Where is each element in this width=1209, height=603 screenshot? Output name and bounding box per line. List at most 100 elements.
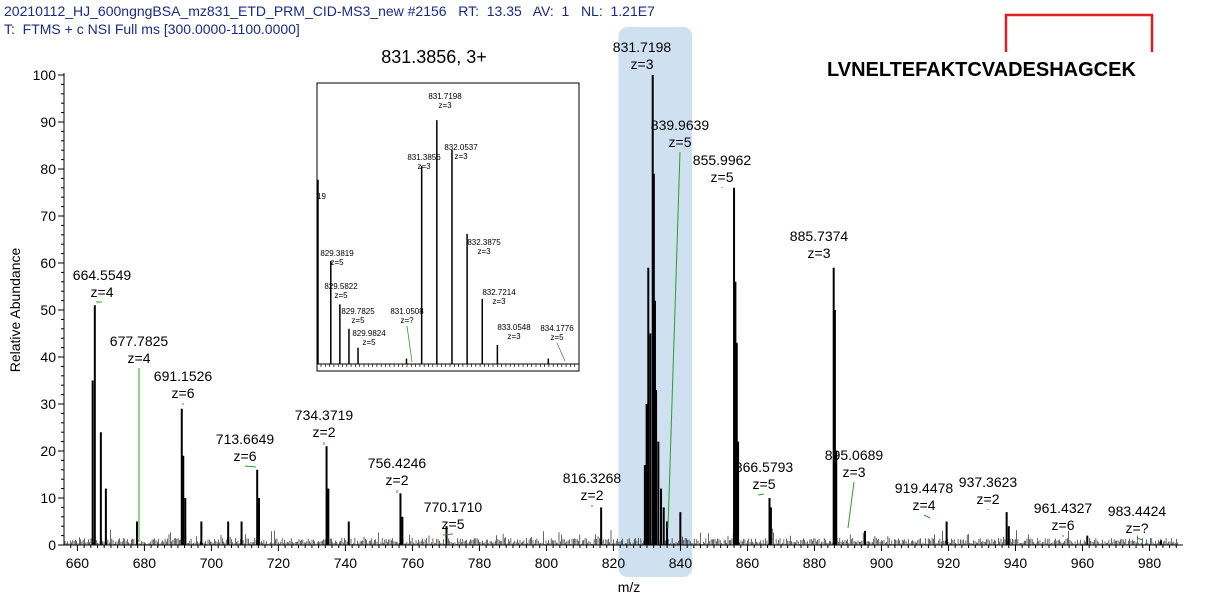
x-tick-label: 760 (401, 555, 425, 571)
inset-spectrum: 19831.7198z=3832.0537z=3831.3856z=3829.3… (316, 82, 580, 372)
peak-charge-label: z=5 (669, 134, 692, 150)
inset-charge-label: z=3 (492, 297, 506, 306)
peak-charge-label: z=5 (753, 476, 776, 492)
y-tick-label: 10 (40, 490, 56, 506)
inset-charge-label: z=5 (362, 338, 376, 347)
y-tick-label: 20 (40, 443, 56, 459)
inset-charge-label: z=5 (330, 258, 344, 267)
peak-mz-label: 691.1526 (154, 368, 213, 384)
x-tick-label: 680 (133, 555, 157, 571)
x-tick-label: 900 (870, 555, 894, 571)
y-tick-label: 30 (40, 396, 56, 412)
peak-mz-label: 839.9639 (651, 117, 710, 133)
header-line-1: 20210112_HJ_600ngngBSA_mz831_ETD_PRM_CID… (4, 3, 655, 19)
inset-charge-label: z=3 (454, 152, 468, 161)
inset-mz-label: 832.3875 (467, 238, 501, 247)
label-leader-line (667, 151, 681, 529)
label-leader-line (442, 533, 454, 536)
peak-mz-label: 961.4327 (1034, 500, 1093, 516)
x-axis-label: m/z (618, 579, 641, 595)
y-tick-label: 50 (40, 302, 56, 318)
x-tick-label: 960 (1071, 555, 1095, 571)
inset-mz-label: 831.3856 (407, 153, 441, 162)
inset-charge-label: z=5 (334, 291, 348, 300)
x-tick-label: 880 (803, 555, 827, 571)
x-tick-label: 780 (468, 555, 492, 571)
peak-mz-label: 816.3268 (563, 470, 622, 486)
peak-charge-label: z=4 (91, 284, 114, 300)
x-tick-label: 940 (1004, 555, 1028, 571)
peak-mz-label: 770.1710 (424, 499, 483, 515)
inset-mz-label: 829.5822 (324, 282, 358, 291)
peak-mz-label: 713.6649 (216, 431, 275, 447)
x-tick-label: 860 (736, 555, 760, 571)
peak-mz-label: 983.4424 (1108, 503, 1167, 519)
y-tick-label: 80 (40, 161, 56, 177)
peak-charge-label: z=2 (977, 491, 1000, 507)
peak-mz-label: 885.7374 (790, 228, 849, 244)
inset-mz-label: 832.7214 (482, 288, 516, 297)
peak-mz-label: 855.9962 (693, 152, 752, 168)
inset-charge-label: z=3 (507, 332, 521, 341)
peak-mz-label: 919.4478 (895, 480, 954, 496)
inset-mz-label: 829.9824 (352, 329, 386, 338)
peak-charge-label: z=3 (631, 56, 654, 72)
inset-mz-label: 833.0548 (497, 323, 531, 332)
peak-charge-label: z=3 (843, 464, 866, 480)
label-leader-line (847, 481, 855, 529)
inset-mz-label: 831.0508 (390, 307, 424, 316)
y-tick-label: 40 (40, 349, 56, 365)
crosslink-bracket (1004, 13, 1154, 52)
inset-mz-label: 834.1776 (540, 324, 574, 333)
y-axis-label: Relative Abundance (7, 248, 23, 373)
inset-leader-line (406, 325, 413, 363)
y-tick-label: 70 (40, 208, 56, 224)
peak-charge-label: z=6 (172, 385, 195, 401)
x-tick-label: 820 (602, 555, 626, 571)
x-tick-label: 740 (334, 555, 358, 571)
x-tick-label: 800 (535, 555, 559, 571)
inset-charge-label: z=3 (417, 162, 431, 171)
peak-charge-label: z=4 (913, 497, 936, 513)
header-line-2: T: FTMS + c NSI Full ms [300.0000-1100.0… (4, 21, 300, 37)
peak-charge-label: z=2 (386, 472, 409, 488)
inset-title: 831.3856, 3+ (381, 47, 487, 67)
inset-leader-line (556, 342, 566, 362)
peak-mz-label: 831.7198 (613, 39, 672, 55)
inset-mz-label: 829.3819 (320, 249, 354, 258)
peak-mz-label: 937.3623 (959, 474, 1018, 490)
x-tick-label: 660 (66, 555, 90, 571)
label-leader-line (923, 514, 931, 519)
peak-charge-label: z=? (1126, 520, 1149, 536)
peak-charge-label: z=6 (234, 448, 257, 464)
peak-mz-label: 664.5549 (73, 267, 132, 283)
x-tick-label: 720 (267, 555, 291, 571)
inset-charge-label: z=5 (550, 333, 564, 342)
peak-annotations: 664.5549z=4677.7825z=4691.1526z=6713.664… (73, 39, 1167, 536)
inset-edge-label: 19 (317, 192, 326, 201)
peak-mz-label: 734.3719 (295, 407, 354, 423)
baseline-noise (64, 528, 1179, 545)
axes: 660 680 700 720 740 760 780 800 820 840 860 880 900 9… (33, 67, 1183, 571)
peptide-sequence: LVNELTEFAKTCVADESHAGCEK (827, 59, 1136, 81)
inset-mz-label: 831.7198 (428, 92, 462, 101)
inset-charge-label: z=3 (477, 247, 491, 256)
peak-charge-label: z=2 (581, 487, 604, 503)
y-tick-label: 0 (48, 537, 56, 553)
peak-charge-label: z=5 (442, 516, 465, 532)
peak-mz-label: 866.5793 (735, 459, 794, 475)
peak-charge-label: z=5 (711, 169, 734, 185)
peak-mz-label: 677.7825 (110, 333, 169, 349)
peak-charge-label: z=3 (808, 245, 831, 261)
peak-charge-label: z=6 (1052, 517, 1075, 533)
peak-charge-label: z=2 (313, 424, 336, 440)
inset-mz-label: 829.7825 (341, 307, 375, 316)
y-tick-label: 100 (33, 67, 57, 83)
inset-charge-label: z=5 (351, 316, 365, 325)
y-tick-label: 90 (40, 114, 56, 130)
inset-mz-label: 832.0537 (444, 143, 478, 152)
x-tick-label: 700 (200, 555, 224, 571)
peak-mz-label: 756.4246 (368, 455, 427, 471)
x-tick-label: 840 (669, 555, 693, 571)
